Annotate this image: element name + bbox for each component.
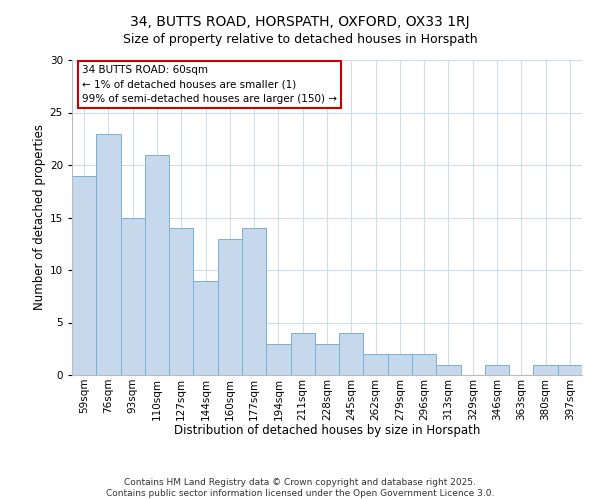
Text: 34, BUTTS ROAD, HORSPATH, OXFORD, OX33 1RJ: 34, BUTTS ROAD, HORSPATH, OXFORD, OX33 1… bbox=[130, 15, 470, 29]
Bar bbox=[121, 218, 145, 375]
Bar bbox=[558, 364, 582, 375]
Bar bbox=[96, 134, 121, 375]
Bar bbox=[290, 333, 315, 375]
Bar bbox=[72, 176, 96, 375]
Bar bbox=[315, 344, 339, 375]
Text: 34 BUTTS ROAD: 60sqm
← 1% of detached houses are smaller (1)
99% of semi-detache: 34 BUTTS ROAD: 60sqm ← 1% of detached ho… bbox=[82, 64, 337, 104]
Bar bbox=[242, 228, 266, 375]
Bar bbox=[145, 154, 169, 375]
Bar bbox=[388, 354, 412, 375]
Bar bbox=[218, 238, 242, 375]
Bar bbox=[412, 354, 436, 375]
Bar bbox=[485, 364, 509, 375]
Bar bbox=[339, 333, 364, 375]
Text: Size of property relative to detached houses in Horspath: Size of property relative to detached ho… bbox=[122, 32, 478, 46]
Bar bbox=[436, 364, 461, 375]
Bar bbox=[533, 364, 558, 375]
X-axis label: Distribution of detached houses by size in Horspath: Distribution of detached houses by size … bbox=[174, 424, 480, 437]
Bar bbox=[169, 228, 193, 375]
Bar bbox=[193, 280, 218, 375]
Bar bbox=[364, 354, 388, 375]
Y-axis label: Number of detached properties: Number of detached properties bbox=[32, 124, 46, 310]
Text: Contains HM Land Registry data © Crown copyright and database right 2025.
Contai: Contains HM Land Registry data © Crown c… bbox=[106, 478, 494, 498]
Bar bbox=[266, 344, 290, 375]
